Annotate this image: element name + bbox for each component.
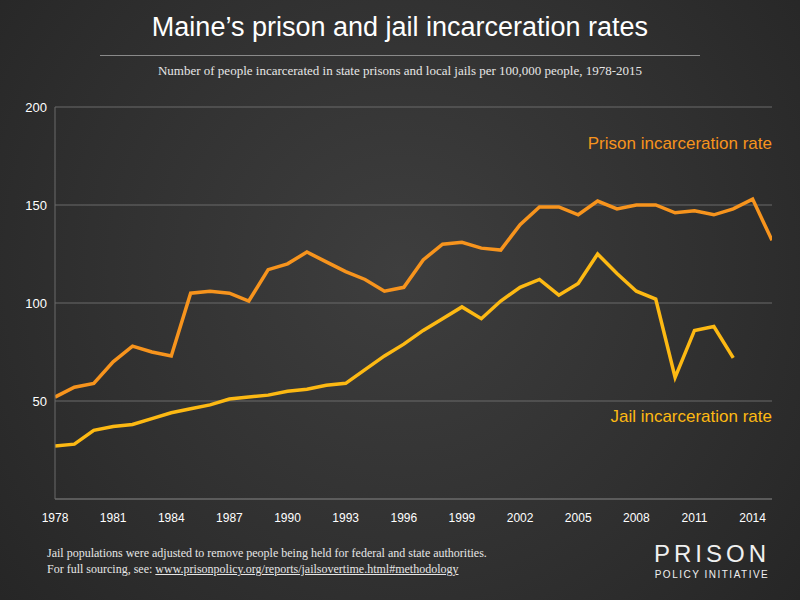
- svg-text:2011: 2011: [682, 511, 708, 525]
- html-text:Jail populations were adjusted: Jail populations were adjusted to remove…: [47, 546, 487, 560]
- svg-text:1999: 1999: [449, 511, 476, 525]
- svg-text:2002: 2002: [507, 511, 534, 525]
- svg-text:1990: 1990: [274, 511, 301, 525]
- html-text:Jail incarceration rate: Jail incarceration rate: [610, 407, 772, 426]
- svg-text:2014: 2014: [739, 511, 766, 525]
- svg-text:1993: 1993: [332, 511, 359, 525]
- html-text:For full sourcing, see: www.pr: For full sourcing, see: www.prisonpolicy…: [47, 562, 459, 576]
- svg-text:150: 150: [25, 198, 47, 213]
- svg-text:1981: 1981: [100, 511, 127, 525]
- html-text:Prison incarceration rate: Prison incarceration rate: [587, 134, 772, 153]
- html-text:POLICY INITIATIVE: POLICY INITIATIVE: [654, 569, 770, 580]
- svg-text:1996: 1996: [390, 511, 417, 525]
- svg-text:50: 50: [33, 394, 47, 409]
- svg-text:2008: 2008: [623, 511, 650, 525]
- svg-text:100: 100: [25, 296, 47, 311]
- html-text:Number of people incarcerated: Number of people incarcerated in state p…: [157, 63, 642, 78]
- html-text:Maine’s prison and jail incarc: Maine’s prison and jail incarceration ra…: [151, 12, 649, 42]
- svg-text:200: 200: [25, 100, 47, 115]
- html-text:PRISON: PRISON: [654, 540, 770, 567]
- svg-text:1987: 1987: [216, 511, 243, 525]
- svg-text:1978: 1978: [42, 511, 69, 525]
- svg-text:2005: 2005: [565, 511, 592, 525]
- svg-text:1984: 1984: [158, 511, 185, 525]
